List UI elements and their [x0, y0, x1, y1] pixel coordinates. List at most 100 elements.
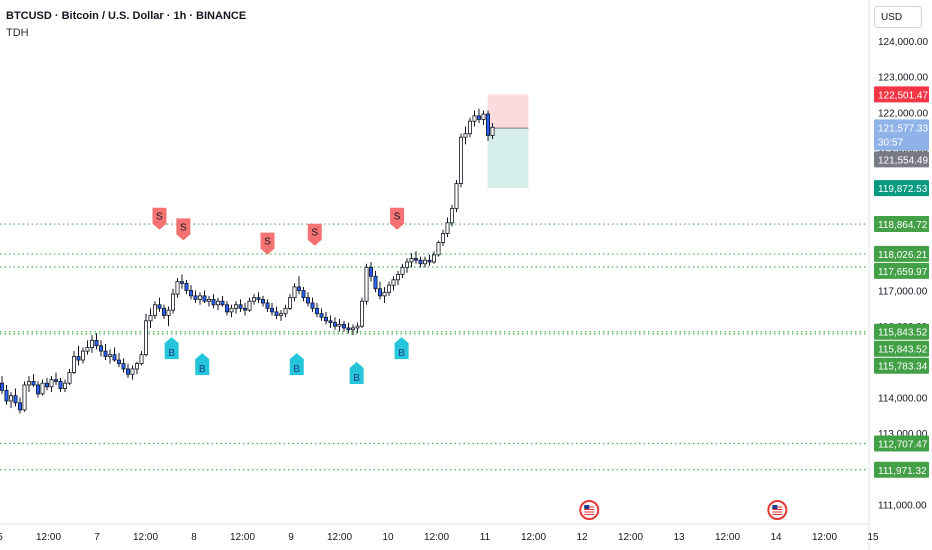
- stop-loss-zone: [487, 94, 529, 129]
- candle: [409, 253, 414, 268]
- candle: [58, 377, 63, 393]
- candle-body-down: [323, 316, 328, 322]
- price-label: 115,783.34: [874, 357, 929, 374]
- candle: [269, 302, 274, 316]
- candle: [188, 285, 193, 300]
- currency-button[interactable]: USD: [874, 6, 922, 28]
- candle: [215, 297, 220, 311]
- candle: [278, 310, 283, 321]
- price-label-bg: [874, 323, 929, 340]
- candle-body-down: [211, 299, 216, 306]
- candle: [197, 292, 202, 305]
- candle-body-up: [81, 350, 86, 361]
- candle: [418, 256, 423, 268]
- sell-marker-label: S: [264, 237, 271, 248]
- candle: [8, 392, 13, 409]
- candle-body-up: [152, 304, 157, 316]
- candle: [427, 254, 432, 266]
- candle-body-up: [139, 354, 144, 364]
- flag-canton: [772, 505, 778, 509]
- candle-body-up: [40, 382, 45, 395]
- candle: [157, 297, 162, 312]
- candle: [184, 279, 189, 295]
- candle: [54, 372, 59, 385]
- candle: [364, 263, 369, 305]
- candle-body-up: [233, 304, 238, 309]
- candle-body-down: [94, 340, 99, 347]
- position-tool[interactable]: [487, 94, 529, 189]
- candle-body-up: [108, 354, 113, 357]
- candle-body-down: [310, 302, 315, 309]
- candle: [463, 126, 468, 145]
- candle-body-down: [341, 323, 346, 329]
- price-label: 112,707.47: [874, 435, 929, 452]
- price-label-value: 121,554.49: [878, 155, 928, 166]
- buy-marker-shape: [195, 353, 210, 376]
- candle-body-up: [283, 307, 288, 315]
- candle: [22, 381, 27, 412]
- candle-body-up: [337, 323, 342, 327]
- candle: [265, 299, 270, 312]
- x-tick-label: 12:00: [618, 532, 643, 543]
- candle-body-down: [121, 363, 126, 370]
- candle: [72, 351, 77, 375]
- candle: [332, 317, 337, 330]
- candle: [391, 276, 396, 291]
- candle-body-up: [49, 379, 54, 388]
- price-label: 118,864.72: [874, 216, 929, 233]
- candle-body-up: [440, 233, 445, 243]
- candle-body-up: [143, 320, 148, 356]
- x-tick-label: 11: [480, 532, 491, 543]
- candle-body-down: [161, 307, 166, 316]
- candle-body-up: [463, 133, 468, 138]
- candle-body-down: [193, 295, 198, 300]
- candle-body-up: [490, 126, 495, 136]
- price-label: 111,971.32: [874, 461, 929, 478]
- candle: [319, 308, 324, 321]
- candle: [355, 322, 360, 334]
- price-label: 121,554.49: [874, 151, 929, 168]
- candle-body-up: [395, 274, 400, 281]
- candle-body-down: [103, 350, 108, 357]
- buy-marker-label: B: [168, 348, 175, 359]
- x-tick-label: 10: [382, 532, 394, 543]
- x-tick-label: 12: [576, 532, 588, 543]
- candle: [49, 376, 54, 393]
- candle: [193, 290, 198, 303]
- economic-events[interactable]: [579, 500, 788, 520]
- candle: [229, 304, 234, 318]
- buy-marker-label: B: [293, 364, 300, 375]
- candle: [467, 117, 472, 138]
- y-tick-label: 124,000.00: [878, 37, 928, 48]
- y-tick-label: 123,000.00: [878, 73, 928, 84]
- candle-body-up: [67, 372, 72, 384]
- price-label-value: 115,783.34: [878, 362, 928, 373]
- indicator-name[interactable]: TDH: [6, 27, 29, 39]
- candle-body-down: [265, 302, 270, 309]
- candle-body-down: [373, 275, 378, 290]
- x-tick-label: 9: [288, 532, 294, 543]
- candle: [13, 388, 18, 407]
- candle: [476, 108, 481, 123]
- candle-body-down: [4, 389, 9, 402]
- sell-marker-shape: [260, 232, 275, 255]
- candle-body-down: [238, 304, 243, 309]
- candle: [287, 294, 292, 311]
- candle: [94, 333, 99, 350]
- candle: [211, 294, 216, 309]
- price-label-countdown: 30:57: [878, 137, 903, 148]
- sell-marker: S: [260, 232, 275, 255]
- candle: [148, 308, 153, 328]
- candle: [413, 251, 418, 264]
- candle-body-up: [458, 136, 463, 184]
- x-axis-ticks: 5 12:00 7 12:00 8 12:00 9 12:00 10 12:00 11 12:00 12…: [0, 532, 879, 543]
- buy-marker: B: [195, 353, 210, 376]
- y-tick-label: 111,000.00: [878, 500, 927, 511]
- price-label-value: 111,971.32: [878, 466, 927, 477]
- candle: [81, 347, 86, 364]
- candle: [247, 297, 252, 312]
- candle: [242, 302, 247, 316]
- candle-body-down: [418, 259, 423, 265]
- candle: [85, 340, 90, 355]
